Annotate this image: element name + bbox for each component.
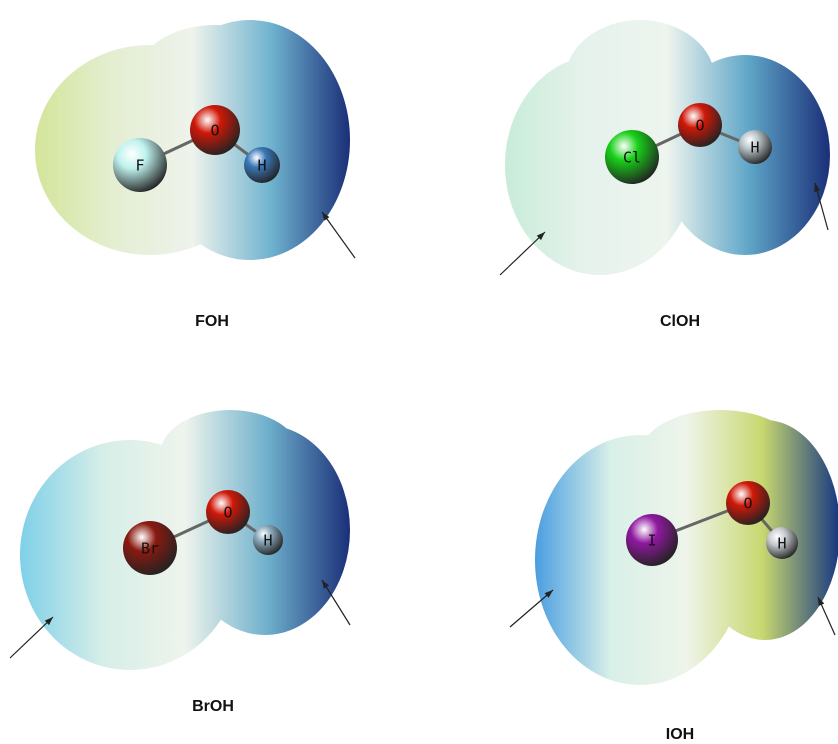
atom-label: H bbox=[263, 532, 272, 550]
atom-label: O bbox=[695, 117, 704, 135]
atom-label: F bbox=[135, 157, 144, 175]
atom-label: I bbox=[647, 532, 656, 550]
atom-label: Cl bbox=[623, 149, 641, 167]
atom-label: Br bbox=[141, 540, 159, 558]
arrow bbox=[322, 212, 355, 258]
atom-label: H bbox=[777, 535, 786, 553]
potential-surface bbox=[20, 410, 350, 670]
arrow bbox=[500, 232, 545, 275]
atom-label: O bbox=[210, 122, 219, 140]
figure: FOHFOHClOHClOHBrOHBrOHIOHIOH bbox=[0, 0, 838, 744]
atom-label: O bbox=[223, 504, 232, 522]
molecule-name: FOH bbox=[195, 313, 229, 330]
molecule-name: BrOH bbox=[192, 698, 234, 715]
arrow bbox=[10, 617, 53, 658]
atom-label: H bbox=[257, 157, 266, 175]
atom-label: H bbox=[750, 139, 759, 157]
potential-surface bbox=[505, 20, 830, 275]
atom-label: O bbox=[743, 495, 752, 513]
molecule-name: IOH bbox=[666, 726, 694, 743]
molecule-name: ClOH bbox=[660, 313, 700, 330]
